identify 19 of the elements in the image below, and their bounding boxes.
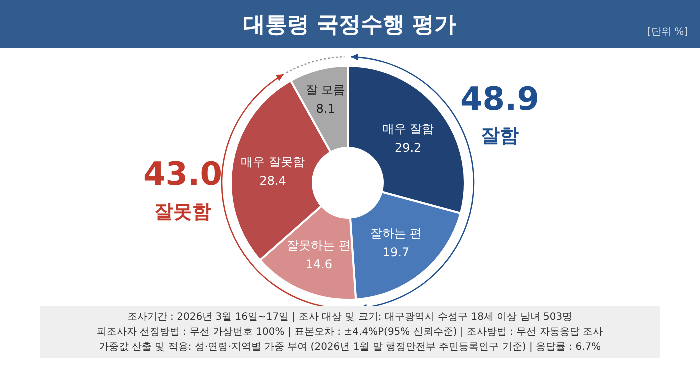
text: 잘함 — [481, 125, 519, 147]
data-label: 29.2 — [394, 140, 422, 155]
data-label: 19.7 — [382, 246, 410, 260]
slice-label: 매우 잘함 — [382, 122, 434, 136]
slice-label: 매우 잘못함 — [241, 155, 306, 170]
data-label: 8.1 — [316, 102, 336, 116]
slice-label: 잘못하는 편 — [287, 238, 352, 252]
text: [단위 %] — [648, 27, 688, 38]
text: 43.0 — [144, 155, 222, 193]
slice-label: 잘하는 편 — [370, 226, 422, 241]
chart-title: 대통령 국정수행 평가 — [243, 13, 457, 38]
text: 가중값 산출 및 적용: 성·연령·지역별 가중 부여 (2026년 1월 말 행정안전부 주민등록인구 기준) | 응답률 : 6.7% — [98, 342, 602, 353]
text: 잘못함 — [154, 201, 212, 223]
legend-label: 잘 모름 — [306, 82, 346, 97]
data-label: 14.6 — [306, 257, 332, 272]
text: 피조사자 선정방법 : 무선 가상번호 100% | 표본오차 : ±4.4%P(95% 신뢰수준) | 조사방법 : 무선 자동응답 조사 — [96, 327, 604, 338]
text: 48.9 — [460, 80, 540, 118]
text: 조사기간 : 2026년 3월 16일~17일 | 조사 대상 및 크기: 대구광역시 수성구 18세 이상 남녀 503명 — [127, 312, 573, 323]
data-label: 28.4 — [260, 174, 286, 188]
